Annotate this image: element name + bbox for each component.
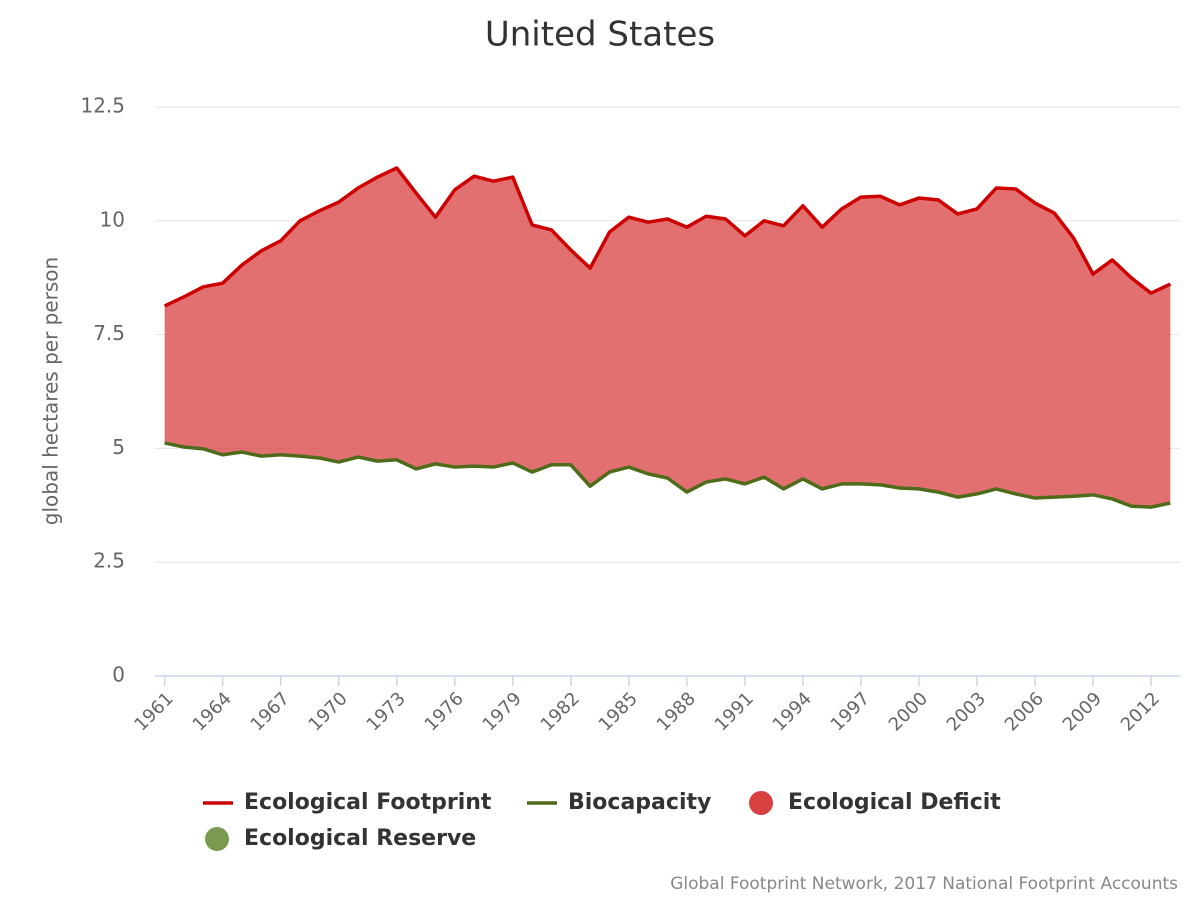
x-tick-label: 1985 [595, 688, 642, 735]
x-tick-label: 2000 [885, 688, 932, 735]
x-tick-label: 1961 [130, 688, 177, 735]
source-credit: Global Footprint Network, 2017 National … [670, 874, 1178, 894]
y-tick-label: 5 [112, 435, 125, 459]
x-tick-label: 1994 [769, 688, 816, 735]
legend-label: Ecological Footprint [244, 790, 492, 815]
y-tick-label: 10 [100, 207, 125, 231]
x-tick-label: 1979 [479, 688, 526, 735]
deficit-area [164, 167, 1171, 508]
x-tick-label: 1976 [421, 688, 468, 735]
legend-dot [205, 827, 229, 851]
chart-title: United States [485, 15, 715, 55]
y-tick-label: 2.5 [93, 549, 125, 573]
legend-label: Biocapacity [568, 790, 711, 815]
legend-label: Ecological Reserve [244, 826, 476, 851]
y-tick-label: 0 [112, 663, 125, 687]
x-tick-label: 1982 [537, 688, 584, 735]
x-tick-label: 1970 [305, 688, 352, 735]
series-line [164, 441, 1171, 509]
y-tick-label: 12.5 [80, 94, 125, 118]
x-tick-label: 2012 [1117, 688, 1164, 735]
x-tick-label: 2006 [1001, 688, 1048, 735]
x-tick-label: 1964 [189, 688, 236, 735]
legend-dot [749, 791, 773, 815]
x-tick-label: 1967 [247, 688, 294, 735]
x-tick-label: 1973 [363, 688, 410, 735]
legend-label: Ecological Deficit [788, 790, 1001, 815]
x-tick-label: 2009 [1059, 688, 1106, 735]
x-tick-label: 1988 [653, 688, 700, 735]
x-tick-label: 1997 [827, 688, 874, 735]
y-tick-label: 7.5 [93, 321, 125, 345]
x-tick-label: 1991 [711, 688, 758, 735]
series-line [163, 166, 1172, 308]
x-tick-label: 2003 [943, 688, 990, 735]
y-axis-label: global hectares per person [39, 257, 63, 525]
